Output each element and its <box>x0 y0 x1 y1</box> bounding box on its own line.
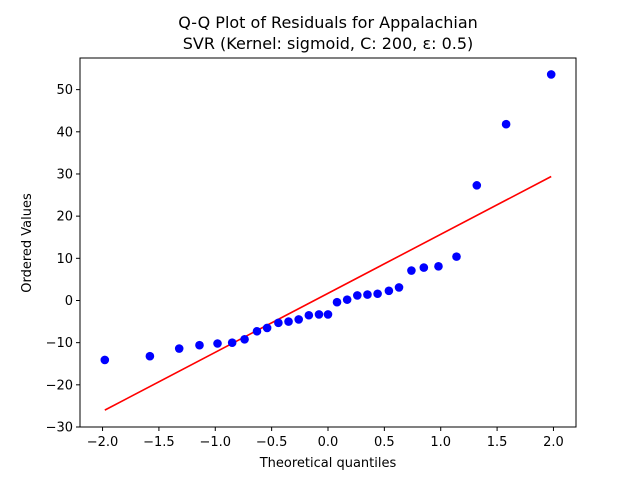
data-point <box>262 323 272 333</box>
data-point <box>434 262 443 271</box>
chart-title-line-2: SVR (Kernel: sigmoid, C: 200, ε: 0.5) <box>183 34 474 53</box>
data-point <box>332 297 342 307</box>
y-tick-label: −10 <box>46 336 73 351</box>
y-tick-label: 40 <box>56 125 73 140</box>
data-point <box>284 317 293 326</box>
chart-title-line-1: Q-Q Plot of Residuals for Appalachian <box>178 13 478 32</box>
y-tick-label: 0 <box>65 294 73 309</box>
data-point <box>213 339 222 348</box>
y-tick-label: 50 <box>56 83 73 98</box>
data-point <box>353 291 362 300</box>
x-tick-label: 0.5 <box>374 435 395 450</box>
data-point <box>323 310 333 319</box>
data-point <box>501 119 511 129</box>
data-point <box>472 181 482 190</box>
data-point <box>240 334 249 344</box>
data-point <box>304 310 314 320</box>
data-point <box>373 289 382 299</box>
data-point <box>195 340 204 350</box>
data-point <box>363 290 372 299</box>
data-point <box>546 70 556 79</box>
x-tick-label: 1.0 <box>430 435 451 450</box>
data-point <box>452 252 461 261</box>
y-tick-label: 20 <box>56 210 73 225</box>
data-point <box>174 344 184 353</box>
data-point <box>100 355 110 365</box>
x-tick-label: 0.0 <box>318 435 339 450</box>
x-tick-label: −2.0 <box>87 435 119 450</box>
x-axis-label: Theoretical quantiles <box>259 456 397 471</box>
x-tick-label: −0.5 <box>256 435 288 450</box>
data-point <box>252 326 262 336</box>
data-point <box>419 263 429 272</box>
data-point <box>314 310 324 319</box>
x-tick-label: 1.5 <box>487 435 508 450</box>
y-axis-label: Ordered Values <box>20 193 35 293</box>
data-point <box>294 315 303 324</box>
data-point <box>407 266 416 275</box>
x-tick-label: 2.0 <box>543 435 564 450</box>
data-point <box>274 318 283 328</box>
data-point <box>227 338 237 347</box>
axes: −2.0 −1.5 −1.0 −0.5 0.0 0.5 1.0 1.5 2.0 −30 −20 −10… <box>46 83 564 450</box>
data-point <box>394 283 404 292</box>
y-tick-label: 10 <box>56 252 73 267</box>
reference-fit-line <box>104 175 552 411</box>
y-tick-label: −30 <box>46 421 73 436</box>
data-point <box>342 295 352 304</box>
data-point <box>145 351 155 361</box>
x-tick-label: −1.0 <box>199 435 231 450</box>
x-tick-label: −1.5 <box>143 435 175 450</box>
plot-area <box>100 70 556 411</box>
data-point <box>384 286 394 296</box>
y-tick-label: 30 <box>56 167 73 182</box>
y-tick-label: −20 <box>46 378 73 393</box>
